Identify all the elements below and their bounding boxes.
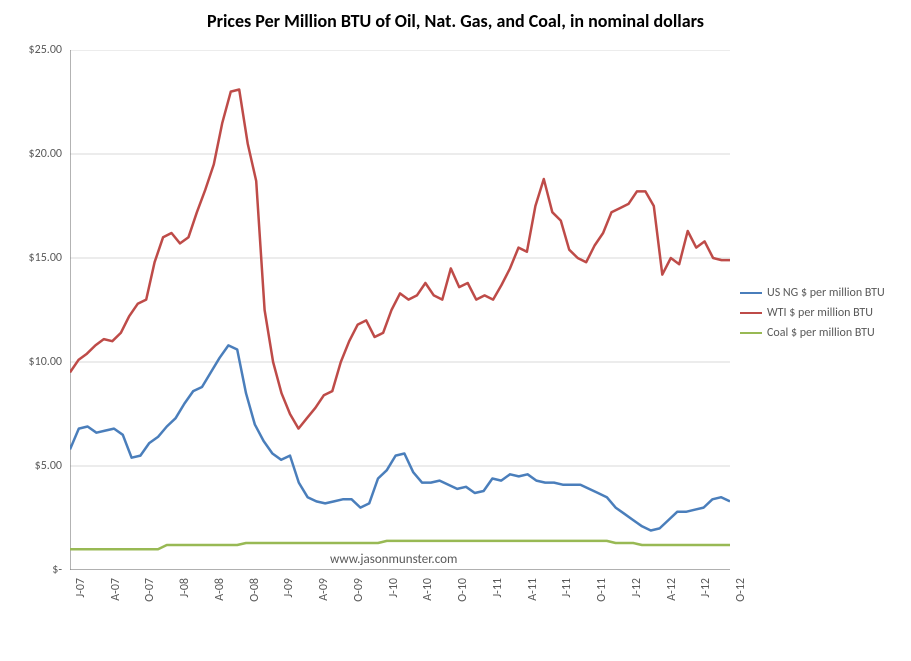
chart-svg [70,50,730,570]
x-tick-label: A-12 [665,578,679,601]
x-tick-label: A-09 [317,578,331,601]
x-tick-label: A-11 [526,578,540,601]
legend-item: US NG $ per million BTU [740,286,885,300]
legend-swatch [740,312,762,314]
y-tick-label: $- [12,563,62,577]
y-tick-label: $15.00 [12,251,62,265]
x-tick-label: J-09 [282,578,296,598]
plot-area [70,50,730,570]
y-tick-label: $25.00 [12,43,62,57]
x-tick-label: A-10 [421,578,435,601]
x-tick-label: O-10 [456,578,470,602]
x-tick-label: J-11 [491,578,505,598]
x-tick-label: O-07 [143,578,157,602]
legend-label: US NG $ per million BTU [767,286,885,300]
chart-container: Prices Per Million BTU of Oil, Nat. Gas,… [0,0,911,661]
legend: US NG $ per million BTU WTI $ per million… [740,280,885,346]
legend-swatch [740,292,762,294]
y-tick-label: $10.00 [12,355,62,369]
legend-swatch [740,332,762,334]
y-tick-label: $5.00 [12,459,62,473]
legend-item: Coal $ per million BTU [740,326,885,340]
x-tick-label: J-12 [699,578,713,598]
x-tick-label: O-12 [734,578,748,602]
x-tick-label: J-07 [74,578,88,598]
series-line [70,345,730,530]
y-tick-label: $20.00 [12,147,62,161]
x-tick-label: J-11 [560,578,574,598]
legend-label: WTI $ per million BTU [767,306,873,320]
x-tick-label: J-10 [387,578,401,598]
watermark: www.jasonmunster.com [330,552,457,567]
x-tick-label: O-11 [595,578,609,602]
x-tick-label: O-08 [248,578,262,602]
series-line [70,541,730,549]
x-tick-label: J-08 [178,578,192,598]
legend-label: Coal $ per million BTU [767,326,875,340]
x-tick-label: A-08 [213,578,227,601]
x-tick-label: A-07 [109,578,123,601]
series-line [70,90,730,429]
legend-item: WTI $ per million BTU [740,306,885,320]
x-tick-label: O-09 [352,578,366,602]
x-tick-label: J-12 [630,578,644,598]
chart-title: Prices Per Million BTU of Oil, Nat. Gas,… [0,10,911,32]
